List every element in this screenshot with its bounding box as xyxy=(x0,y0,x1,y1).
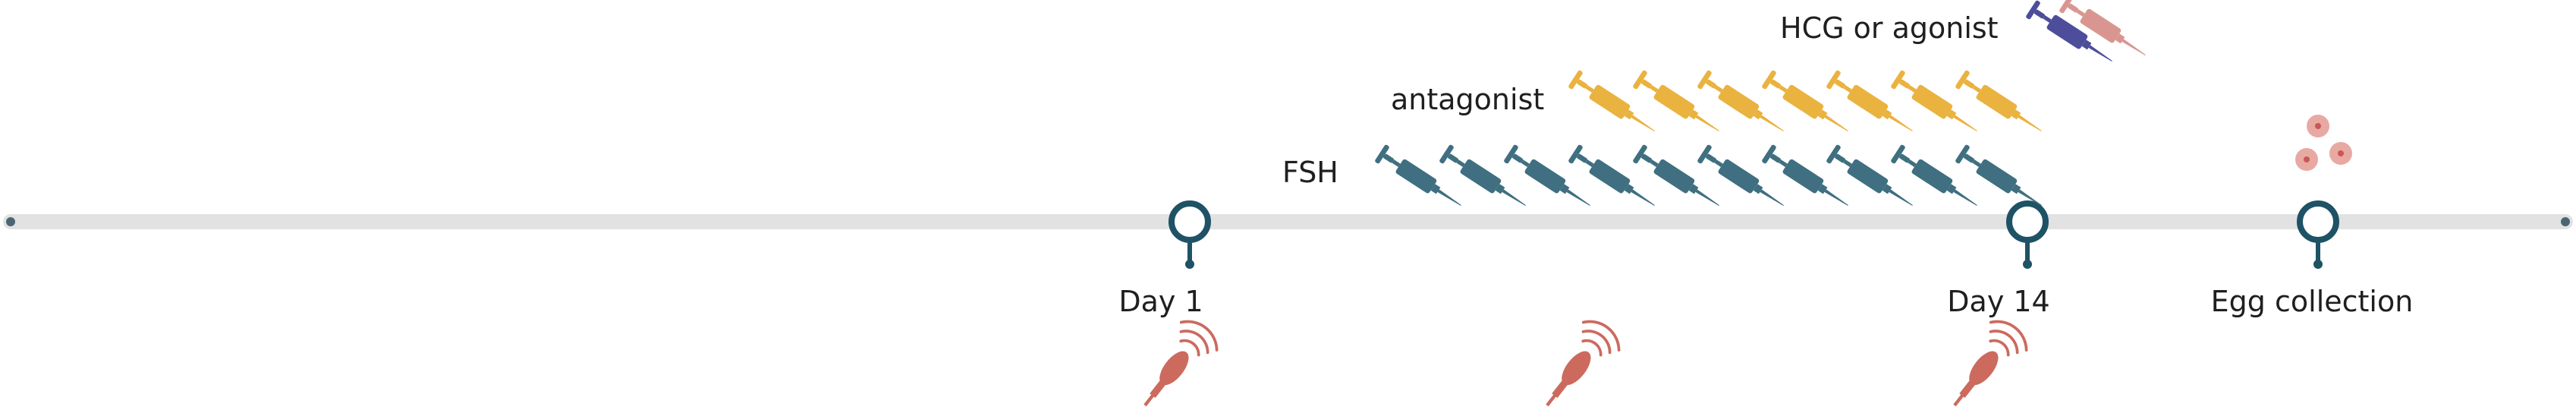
ultrasound-probe-icon xyxy=(1527,312,1628,407)
day-14-marker xyxy=(2009,204,2046,269)
timeline-start-dot xyxy=(6,217,15,226)
fsh-syringe-icon xyxy=(1632,144,1725,214)
hcg-syringes xyxy=(2025,0,2151,70)
day-1-label: Day 1 xyxy=(1118,285,1203,318)
fsh-label: FSH xyxy=(1282,156,1338,189)
timeline-end-dot xyxy=(2561,217,2570,226)
fsh-syringe-icon xyxy=(1697,144,1789,214)
ultrasound-probe-icon xyxy=(1125,312,1225,407)
antagonist-syringe-icon xyxy=(1697,69,1789,140)
fsh-syringe-icon xyxy=(1761,144,1854,214)
antagonist-label: antagonist xyxy=(1391,83,1545,116)
antagonist-syringe-icon xyxy=(1890,69,1983,140)
fsh-syringe-icon xyxy=(1503,144,1596,214)
fsh-syringe-icon xyxy=(1826,144,1918,214)
antagonist-syringes xyxy=(1568,69,2047,140)
antagonist-syringe-icon xyxy=(1632,69,1725,140)
antagonist-syringe-icon xyxy=(1568,69,1660,140)
egg-collection-label: Egg collection xyxy=(2210,285,2414,318)
egg-collection-marker xyxy=(2300,204,2336,269)
ultrasound-probe-icon xyxy=(1935,312,2035,407)
fsh-syringes xyxy=(1374,144,2047,214)
fsh-syringe-icon xyxy=(1374,144,1467,214)
day-1-marker xyxy=(1172,204,1208,269)
fsh-syringe-icon xyxy=(1890,144,1983,214)
eggs-icon xyxy=(2295,115,2352,171)
day-14-label: Day 14 xyxy=(1947,285,2050,318)
antagonist-syringe-icon xyxy=(1761,69,1854,140)
antagonist-syringe-icon xyxy=(1826,69,1918,140)
hcg-label: HCG or agonist xyxy=(1780,11,1999,45)
fsh-syringe-icon xyxy=(1439,144,1531,214)
fsh-syringe-icon xyxy=(1568,144,1660,214)
antagonist-syringe-icon xyxy=(1955,69,2047,140)
